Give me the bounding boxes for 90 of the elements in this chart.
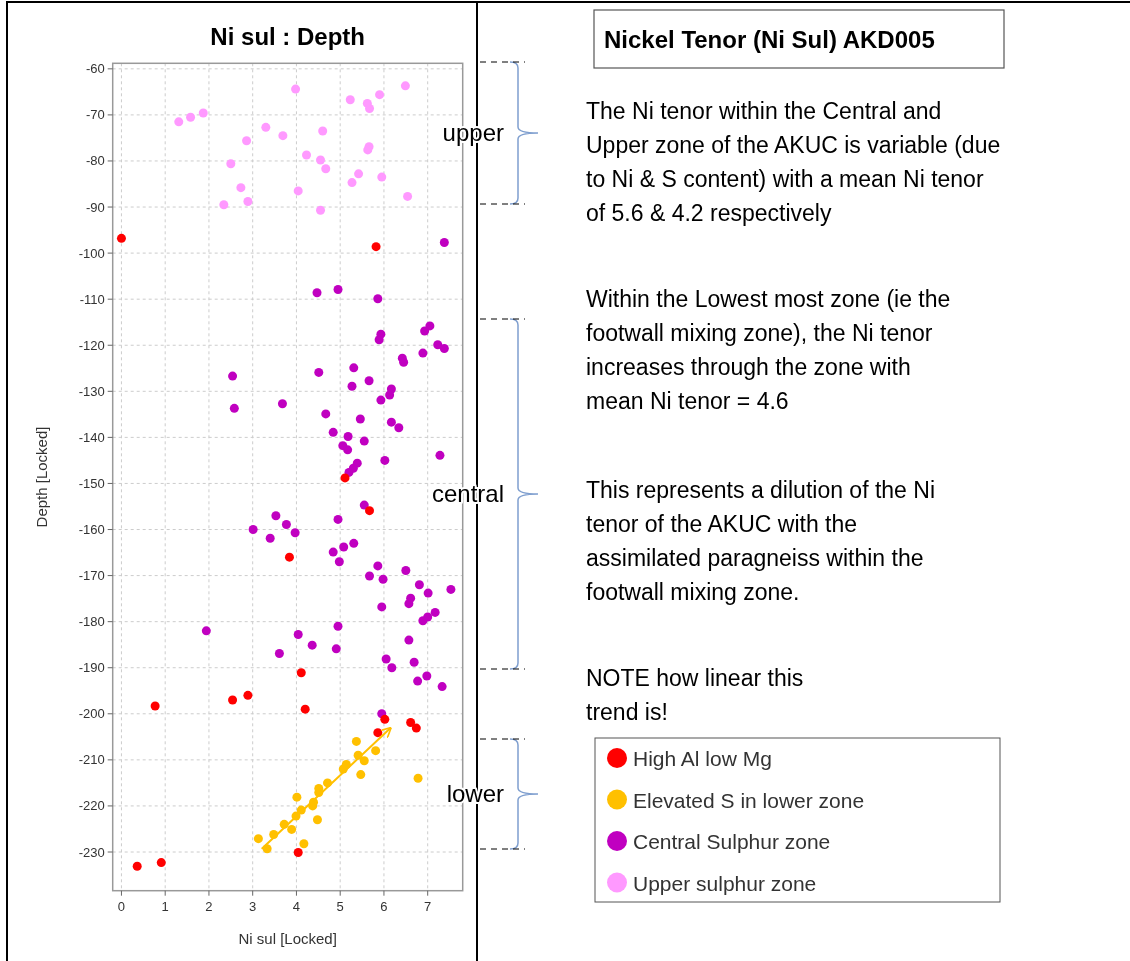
point xyxy=(291,84,301,94)
point xyxy=(300,704,310,714)
point xyxy=(411,723,421,733)
point xyxy=(340,473,350,483)
point xyxy=(287,824,297,834)
point xyxy=(413,773,423,783)
point xyxy=(219,200,229,210)
point xyxy=(377,172,387,182)
point xyxy=(261,122,271,132)
point xyxy=(242,136,252,146)
point xyxy=(375,90,385,100)
point xyxy=(356,770,366,780)
point xyxy=(174,117,184,127)
point xyxy=(226,159,236,169)
point xyxy=(302,150,312,160)
text: NOTE how linear this trend is! xyxy=(586,665,804,725)
point xyxy=(292,792,302,802)
legend-label: Elevated S in lower zone xyxy=(633,788,865,812)
point xyxy=(345,95,355,105)
x-tick-label: 0 xyxy=(117,898,126,914)
y-tick-label: -130 xyxy=(78,383,105,399)
x-tick-label: 4 xyxy=(292,898,301,914)
point xyxy=(359,756,369,766)
point xyxy=(373,728,383,738)
x-tick-label: 3 xyxy=(249,898,257,914)
x-tick-label: 5 xyxy=(336,898,344,914)
point xyxy=(293,847,303,857)
point xyxy=(132,861,142,871)
point xyxy=(296,668,306,678)
legend-label: Central Sulphur zone xyxy=(633,830,831,853)
point xyxy=(351,736,361,746)
point xyxy=(380,714,390,724)
point xyxy=(116,233,126,243)
point xyxy=(365,103,375,113)
x-tick-label: 6 xyxy=(380,898,388,914)
x-tick-label: 2 xyxy=(205,898,213,914)
chart-title: Ni sul : Depth xyxy=(210,23,366,50)
point xyxy=(316,205,326,215)
y-tick-label: -140 xyxy=(78,429,105,445)
point xyxy=(236,183,246,193)
y-tick-label: -90 xyxy=(85,199,105,215)
point xyxy=(406,718,416,728)
point xyxy=(284,552,294,562)
point xyxy=(228,695,238,705)
y-tick-label: -70 xyxy=(85,107,105,123)
point xyxy=(293,186,303,196)
text: This represents a dilution of the Ni tenor of the AKUC with the assimilated paragneiss within the footwall mixing zone. xyxy=(586,477,936,605)
point xyxy=(318,126,328,136)
point xyxy=(312,815,322,825)
y-tick-label: -210 xyxy=(78,752,105,768)
point xyxy=(371,242,381,252)
point xyxy=(150,701,160,711)
point xyxy=(156,858,166,868)
y-tick-label: -80 xyxy=(85,153,105,169)
point xyxy=(321,164,331,174)
point xyxy=(316,155,326,165)
point xyxy=(278,131,288,141)
y-axis-title: Depth [Locked] xyxy=(33,426,50,528)
point xyxy=(243,197,253,207)
y-tick-label: -160 xyxy=(78,522,105,538)
text: Within the Lowest most zone (ie the footwall mixing zone), the Ni tenor increases through the zone with mean Ni tenor = 4.6 xyxy=(586,286,951,414)
y-tick-label: -110 xyxy=(79,291,105,307)
y-tick-label: -220 xyxy=(78,798,105,814)
text: Nickel Tenor (Ni Sul) AKD005 xyxy=(604,26,935,53)
y-tick-label: -190 xyxy=(78,660,105,676)
y-tick-label: -150 xyxy=(78,475,105,491)
y-tick-label: -180 xyxy=(78,614,105,630)
point xyxy=(371,746,381,756)
legend-label: Upper sulphur zone xyxy=(633,871,817,895)
point xyxy=(253,834,263,844)
point xyxy=(403,191,413,201)
point xyxy=(186,112,196,122)
y-tick-label: -120 xyxy=(78,337,105,353)
point xyxy=(243,690,253,700)
text: The Ni tenor within the Central and Upper zone of the AKUC is variable (due to Ni & S content) with a mean Ni tenor of 5.6 & 4.2 respectively xyxy=(586,98,1001,226)
point xyxy=(365,506,375,516)
y-tick-label: -230 xyxy=(78,844,105,860)
y-tick-label: -60 xyxy=(85,61,105,77)
x-tick-label: 7 xyxy=(424,898,432,914)
point xyxy=(400,81,410,91)
point xyxy=(354,169,364,179)
point xyxy=(299,839,309,849)
y-tick-label: -200 xyxy=(78,706,105,722)
x-axis-title: Ni sul [Locked] xyxy=(238,930,337,947)
point xyxy=(347,178,357,188)
point xyxy=(198,108,208,118)
y-tick-label: -170 xyxy=(78,568,105,584)
legend-label: High Al low Mg xyxy=(633,747,772,770)
y-tick-label: -100 xyxy=(78,245,105,261)
x-tick-label: 1 xyxy=(161,898,169,914)
